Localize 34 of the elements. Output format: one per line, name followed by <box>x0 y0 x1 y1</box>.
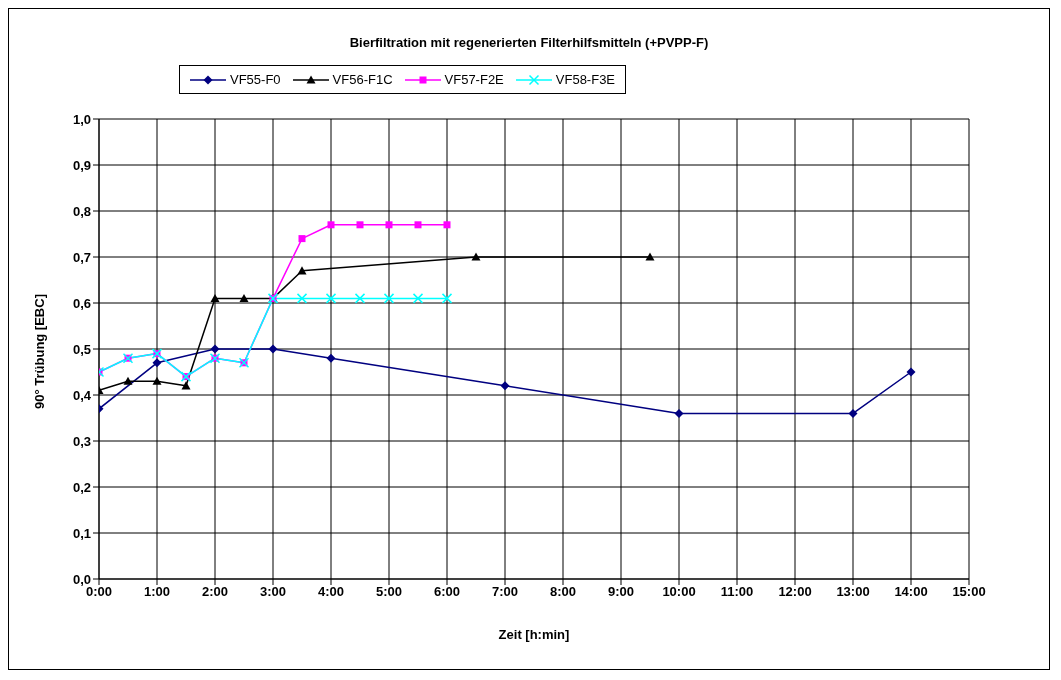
y-tick-label: 0,2 <box>72 479 91 495</box>
x-tick-label: 6:00 <box>433 584 461 600</box>
y-tick-label: 0,1 <box>72 525 91 541</box>
x-tick-label: 1:00 <box>143 584 171 600</box>
y-tick-label: 0,0 <box>72 571 91 587</box>
y-tick-label: 0,7 <box>72 249 91 265</box>
x-tick-label: 7:00 <box>491 584 519 600</box>
y-axis-title: 90° Trübung [EBC] <box>31 294 47 409</box>
x-tick-label: 14:00 <box>894 584 928 600</box>
x-tick-label: 2:00 <box>201 584 229 600</box>
x-tick-label: 15:00 <box>952 584 986 600</box>
legend-label: VF55-F0 <box>229 72 281 87</box>
y-tick-label: 0,5 <box>72 341 91 357</box>
legend-label: VF58-F3E <box>554 72 616 87</box>
x-tick-label: 4:00 <box>317 584 345 600</box>
legend-label: VF57-F2E <box>443 72 504 87</box>
y-tick-label: 0,9 <box>72 157 91 173</box>
x-tick-label: 10:00 <box>662 584 696 600</box>
x-tick-label: 8:00 <box>549 584 577 600</box>
y-tick-label: 0,8 <box>72 203 91 219</box>
x-tick-label: 5:00 <box>375 584 403 600</box>
x-tick-label: 3:00 <box>259 584 287 600</box>
chart-title: Bierfiltration mit regenerierten Filterhilfsmitteln (+PVPP-F) <box>348 34 710 52</box>
x-tick-label: 12:00 <box>778 584 812 600</box>
y-tick-label: 0,4 <box>72 387 92 403</box>
legend-label: VF56-F1C <box>331 72 393 87</box>
x-axis-title: Zeit [h:min] <box>498 627 570 642</box>
y-tick-label: 1,0 <box>72 111 91 127</box>
y-tick-label: 0,3 <box>72 433 91 449</box>
y-tick-label: 0,6 <box>72 295 91 311</box>
x-tick-label: 0:00 <box>85 584 113 600</box>
x-tick-label: 11:00 <box>720 584 754 600</box>
x-tick-label: 9:00 <box>607 584 635 600</box>
x-tick-label: 13:00 <box>836 584 870 600</box>
